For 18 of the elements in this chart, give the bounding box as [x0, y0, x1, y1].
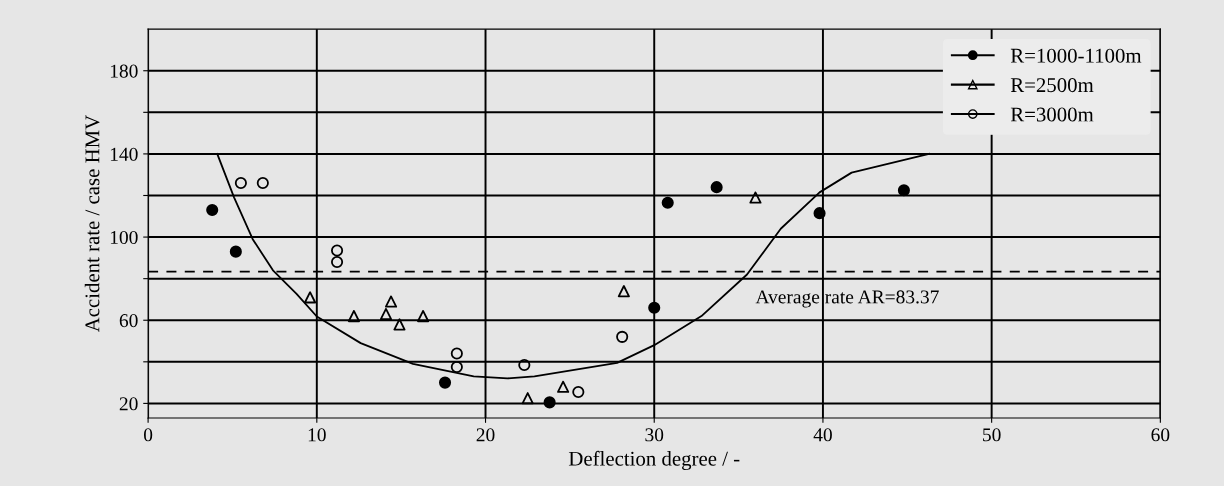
x-tick-label: 0: [143, 428, 153, 442]
y-tick-label: 20: [119, 397, 138, 411]
y-tick-label: 140: [110, 147, 138, 161]
x-tick-label: 40: [813, 428, 832, 442]
x-axis-title: Deflection degree / -: [568, 450, 740, 471]
legend-label: R=1000-1100m: [1010, 48, 1142, 63]
ref-line-label: Average rate AR=83.37: [755, 290, 939, 308]
y-tick-label: 100: [110, 230, 138, 245]
y-axis-title: Accident rate / case HMV: [84, 115, 100, 333]
x-tick-label: 20: [476, 428, 495, 442]
x-tick-label: 50: [983, 428, 1001, 442]
y-tick-label: 60: [119, 314, 138, 328]
x-tick-label: 60: [1151, 428, 1170, 442]
y-tick-label: 180: [110, 64, 138, 78]
legend-label: R=3000m: [1010, 107, 1094, 122]
x-tick-label: 30: [645, 428, 664, 442]
legend-label: R=2500m: [1010, 78, 1094, 93]
x-tick-label: 10: [308, 428, 326, 442]
